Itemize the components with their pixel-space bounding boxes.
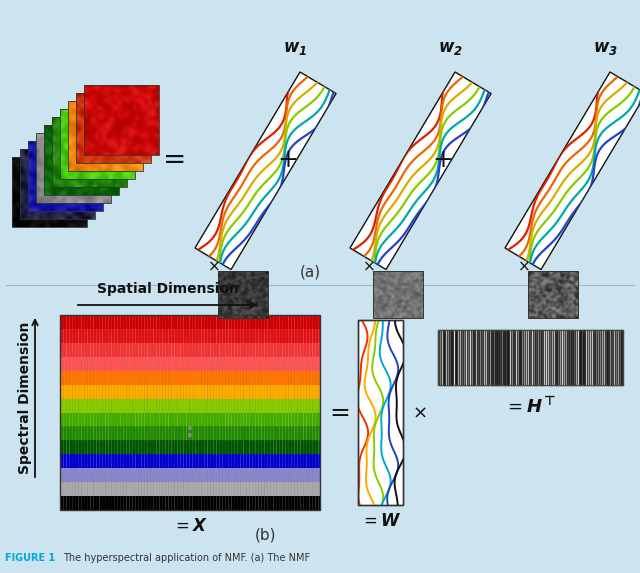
- Text: $\times$: $\times$: [516, 258, 529, 273]
- Bar: [36, 133, 111, 203]
- Bar: [68, 101, 143, 171]
- Bar: [60, 496, 320, 510]
- Polygon shape: [505, 72, 640, 269]
- Bar: [60, 315, 320, 329]
- Bar: [52, 117, 127, 187]
- Text: +: +: [278, 148, 298, 172]
- Text: $\times$: $\times$: [362, 258, 374, 273]
- Text: $\bfit{w}_2$: $\bfit{w}_2$: [438, 39, 463, 57]
- Bar: [358, 320, 403, 505]
- Bar: [28, 141, 103, 211]
- Bar: [528, 271, 578, 318]
- Text: $\times$: $\times$: [412, 403, 426, 422]
- Text: (b): (b): [254, 528, 276, 543]
- Bar: [358, 320, 403, 505]
- Text: $= \bfit{W}$: $= \bfit{W}$: [360, 512, 401, 530]
- Bar: [60, 413, 320, 426]
- Text: :: :: [186, 422, 194, 441]
- Text: $\bfit{w}_3$: $\bfit{w}_3$: [593, 39, 618, 57]
- Bar: [44, 125, 119, 195]
- Text: Spatial Dimension: Spatial Dimension: [97, 282, 239, 296]
- Text: $= \bfit{X}$: $= \bfit{X}$: [172, 517, 208, 535]
- Bar: [438, 330, 623, 385]
- Bar: [60, 329, 320, 343]
- Bar: [438, 330, 623, 385]
- Bar: [373, 271, 423, 318]
- Polygon shape: [195, 72, 336, 269]
- Text: Spectral Dimension: Spectral Dimension: [18, 321, 32, 474]
- Bar: [60, 315, 320, 510]
- Bar: [84, 85, 159, 155]
- Text: The hyperspectral application of NMF. (a) The NMF: The hyperspectral application of NMF. (a…: [63, 553, 310, 563]
- Bar: [60, 343, 320, 357]
- Text: (a): (a): [300, 265, 321, 280]
- Bar: [60, 482, 320, 496]
- Text: =: =: [330, 401, 351, 425]
- Bar: [60, 371, 320, 384]
- Text: $= \bfit{H}^\top$: $= \bfit{H}^\top$: [504, 397, 557, 417]
- Text: +: +: [433, 148, 453, 172]
- Bar: [60, 441, 320, 454]
- Text: FIGURE 1: FIGURE 1: [5, 553, 55, 563]
- Bar: [12, 157, 87, 227]
- Bar: [20, 149, 95, 219]
- Bar: [76, 93, 151, 163]
- Polygon shape: [350, 72, 491, 269]
- Bar: [60, 399, 320, 413]
- Bar: [60, 357, 320, 371]
- Text: ...: ...: [83, 186, 95, 199]
- Text: $\bfit{w}_1$: $\bfit{w}_1$: [283, 39, 307, 57]
- Bar: [60, 426, 320, 441]
- Bar: [218, 271, 268, 318]
- Bar: [60, 384, 320, 399]
- Bar: [60, 468, 320, 482]
- Text: $\times$: $\times$: [207, 258, 220, 273]
- Bar: [60, 109, 135, 179]
- Bar: [60, 454, 320, 468]
- Text: =: =: [163, 146, 187, 174]
